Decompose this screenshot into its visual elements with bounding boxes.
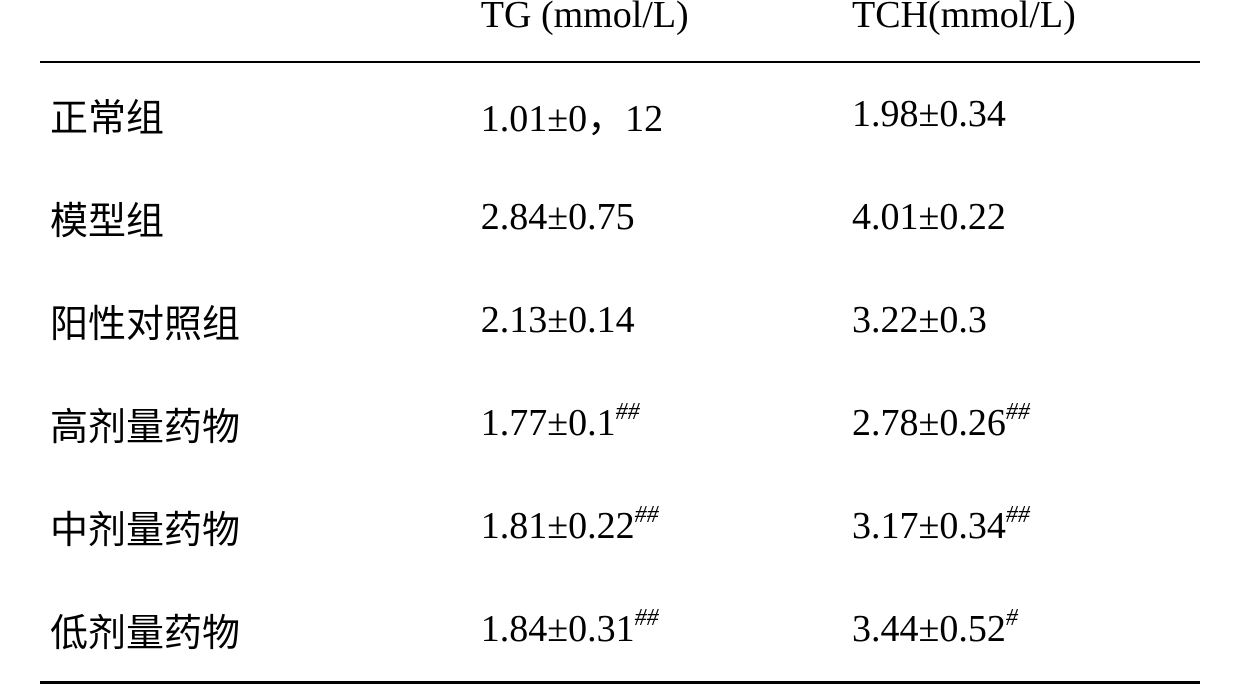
cell-tch: 1.98±0.34	[852, 62, 1200, 166]
col-header-tch: TCH(mmol/L)	[852, 0, 1200, 62]
cell-tg-sup: ##	[635, 605, 659, 631]
cell-tch-value: 2.78±0.26	[852, 402, 1006, 444]
cell-group: 模型组	[40, 166, 481, 269]
table-body: 正常组 1.01±0，12 1.98±0.34 模型组 2.84±0.75 4.…	[40, 62, 1200, 683]
data-table-container: TG (mmol/L) TCH(mmol/L) 正常组 1.01±0，12 1.…	[40, 0, 1200, 684]
cell-tg-value: 1.84±0.31	[481, 608, 635, 650]
cell-tch-value: 4.01±0.22	[852, 196, 1006, 238]
cell-tch-sup: ##	[1006, 502, 1030, 528]
cell-tch-value: 1.98±0.34	[852, 93, 1006, 135]
cell-tg: 1.84±0.31##	[481, 578, 852, 683]
cell-tg: 2.84±0.75	[481, 166, 852, 269]
table-row: 阳性对照组 2.13±0.14 3.22±0.3	[40, 269, 1200, 372]
cell-tg-value: 1.01±0，12	[481, 98, 663, 140]
cell-tch-sup: #	[1006, 605, 1018, 631]
cell-tch-value: 3.22±0.3	[852, 299, 987, 341]
cell-tch: 3.44±0.52#	[852, 578, 1200, 683]
cell-group: 中剂量药物	[40, 475, 481, 578]
cell-tg-value: 1.81±0.22	[481, 505, 635, 547]
table-row: 低剂量药物 1.84±0.31## 3.44±0.52#	[40, 578, 1200, 683]
cell-group: 高剂量药物	[40, 372, 481, 475]
cell-tg: 1.81±0.22##	[481, 475, 852, 578]
cell-group: 正常组	[40, 62, 481, 166]
cell-tch: 2.78±0.26##	[852, 372, 1200, 475]
cell-group: 阳性对照组	[40, 269, 481, 372]
table-row: 高剂量药物 1.77±0.1## 2.78±0.26##	[40, 372, 1200, 475]
cell-tg: 1.01±0，12	[481, 62, 852, 166]
cell-tch-value: 3.44±0.52	[852, 608, 1006, 650]
cell-tg-sup: ##	[635, 502, 659, 528]
col-header-group	[40, 0, 481, 62]
data-table: TG (mmol/L) TCH(mmol/L) 正常组 1.01±0，12 1.…	[40, 0, 1200, 684]
cell-tg-sup: ##	[616, 399, 640, 425]
cell-tch-value: 3.17±0.34	[852, 505, 1006, 547]
table-header-row: TG (mmol/L) TCH(mmol/L)	[40, 0, 1200, 62]
table-row: 中剂量药物 1.81±0.22## 3.17±0.34##	[40, 475, 1200, 578]
cell-tg-value: 1.77±0.1	[481, 402, 616, 444]
cell-tg-value: 2.84±0.75	[481, 196, 635, 238]
cell-tch: 4.01±0.22	[852, 166, 1200, 269]
cell-tch: 3.22±0.3	[852, 269, 1200, 372]
cell-tg: 2.13±0.14	[481, 269, 852, 372]
cell-tch: 3.17±0.34##	[852, 475, 1200, 578]
cell-group: 低剂量药物	[40, 578, 481, 683]
cell-tg-value: 2.13±0.14	[481, 299, 635, 341]
cell-tg: 1.77±0.1##	[481, 372, 852, 475]
table-row: 模型组 2.84±0.75 4.01±0.22	[40, 166, 1200, 269]
col-header-tg: TG (mmol/L)	[481, 0, 852, 62]
table-row: 正常组 1.01±0，12 1.98±0.34	[40, 62, 1200, 166]
cell-tch-sup: ##	[1006, 399, 1030, 425]
